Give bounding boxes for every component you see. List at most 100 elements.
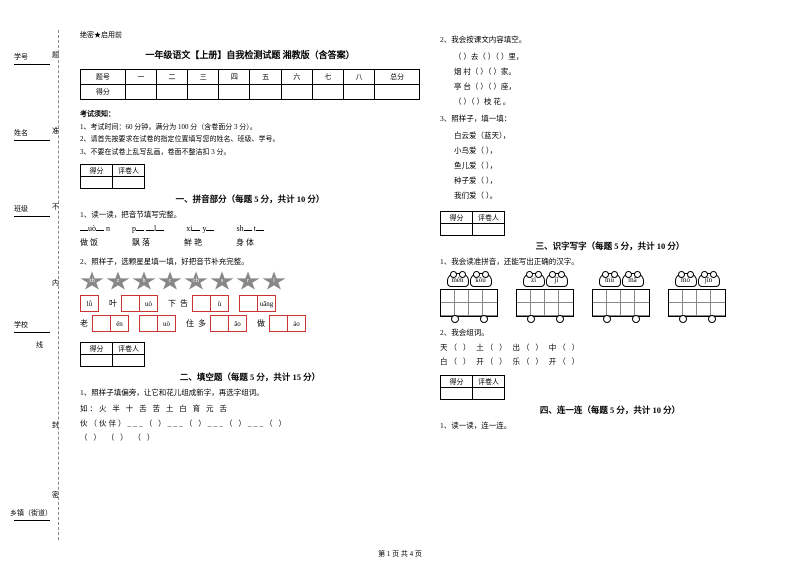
grader-box: 得分评卷人 — [80, 164, 145, 189]
bus: mùmǎ — [592, 273, 650, 323]
th: 题号 — [81, 70, 126, 85]
label-name: 姓名 — [14, 128, 28, 138]
star-icon: h — [132, 271, 156, 291]
line — [14, 64, 50, 65]
cloud: mǎ — [622, 273, 644, 287]
grader-box: 得分评卷人 — [80, 342, 145, 367]
zuci: 天（ ） 土（ ） 出（ ） 中（ ） — [440, 342, 780, 353]
py: p l — [132, 224, 164, 233]
wheel-icon — [451, 315, 459, 323]
page: 绝密★启用前 一年级语文【上册】自我检测试题 湘教版（含答案） 题号 一 二 三… — [80, 30, 780, 540]
s3q2: 2、我会组词。 — [440, 327, 780, 338]
tian-box: lǜ — [80, 295, 99, 312]
score-table: 题号 一 二 三 四 五 六 七 八 总分 得分 — [80, 69, 420, 100]
line — [14, 332, 50, 333]
sect4-title: 四、连一连（每题 5 分，共计 10 分） — [440, 404, 780, 416]
cloud: mén — [447, 273, 469, 287]
line — [14, 520, 50, 521]
line — [14, 140, 50, 141]
fill: （ ）去（ ）（ ）里， — [454, 49, 780, 64]
cloud: kǒu — [470, 273, 492, 287]
exam-title: 一年级语文【上册】自我检测试题 湘教版（含答案） — [80, 48, 420, 61]
cloud: mó — [675, 273, 697, 287]
tian-box: uò — [139, 315, 176, 332]
char-row: （ ） （ ） （ ） — [80, 431, 420, 445]
sect3-title: 三、识字写字（每题 5 分，共计 10 分） — [440, 240, 780, 252]
star-icon: s — [210, 271, 234, 291]
label-class: 班级 — [14, 204, 28, 214]
pinyin-row: uò n p l xi y sh t — [80, 224, 420, 233]
tian-box: én — [92, 315, 129, 332]
cloud: jǐ — [546, 273, 568, 287]
th: 一 — [125, 70, 156, 85]
label-town: 乡镇（街道） — [10, 508, 52, 518]
hz: 身 体 — [236, 237, 254, 248]
fill: （ ）（ ）枝 花 。 — [454, 94, 780, 109]
secret-label: 绝密★启用前 — [80, 30, 420, 40]
grader-box: 得分评卷人 — [440, 211, 505, 236]
th: 七 — [312, 70, 343, 85]
page-footer: 第 1 页 共 4 页 — [0, 549, 800, 559]
tian-row: lǜ叶 uò下 告ù uāng — [80, 295, 420, 312]
star-icon: ch — [184, 271, 208, 291]
line — [14, 216, 50, 217]
tian-box: uāng — [239, 295, 276, 312]
left-column: 绝密★启用前 一年级语文【上册】自我检测试题 湘教版（含答案） 题号 一 二 三… — [80, 30, 420, 540]
li: 白云爱（蓝天）， — [454, 128, 780, 143]
star-icon: l — [262, 271, 286, 291]
q1: 1、读一读，把音节填写完整。 — [80, 209, 420, 220]
tian-box: ù — [192, 295, 229, 312]
li: 我们爱（ ）。 — [454, 188, 780, 203]
hz: 鲜 艳 — [184, 237, 202, 248]
th: 二 — [156, 70, 187, 85]
char-row: 如：火 半 十 舌 苦 土 白 育 元 舌 — [80, 402, 420, 416]
cloud: jīn — [698, 273, 720, 287]
q2: 2、照样子，选颗星星填一填，好把音节补充完整。 — [80, 256, 420, 267]
bus: mójīn — [668, 273, 726, 323]
py: sh t — [236, 224, 263, 233]
star-icon: c — [158, 271, 182, 291]
hz: 飘 落 — [132, 237, 150, 248]
th: 六 — [281, 70, 312, 85]
wheel-icon — [632, 315, 640, 323]
li: 鱼儿爱（ ）， — [454, 158, 780, 173]
li: 种子爱（ ）， — [454, 173, 780, 188]
star-row: zh z h c ch s r l — [80, 271, 420, 291]
tian-box: ǎo — [210, 315, 247, 332]
c: 评卷人 — [113, 165, 145, 177]
th: 总分 — [375, 70, 420, 85]
tian-box: áo — [269, 315, 306, 332]
sep: 线 — [36, 340, 43, 350]
rule: 3、不要在试卷上乱写乱画，卷面不整洁扣 3 分。 — [80, 146, 420, 159]
rq3: 3、照样子，填一填： — [440, 113, 780, 124]
py: xi y — [186, 224, 214, 233]
wheel-icon — [556, 315, 564, 323]
list-block: 白云爱（蓝天）， 小鸟爱（ ）， 鱼儿爱（ ）， 种子爱（ ）， 我们爱（ ）。 — [440, 128, 780, 203]
c: 得分 — [81, 165, 113, 177]
hanzi-row: 做 饭 飘 落 鲜 艳 身 体 — [80, 237, 420, 248]
wheel-icon — [708, 315, 716, 323]
th: 四 — [219, 70, 250, 85]
wheel-icon — [679, 315, 687, 323]
s2q1: 1、照样子填偏旁，让它和花儿组成新字，再选字组词。 — [80, 387, 420, 398]
rules-title: 考试须知： — [80, 108, 420, 121]
row-label: 得分 — [81, 85, 126, 100]
li: 小鸟爱（ ）， — [454, 143, 780, 158]
tian-row: 老én uò住 多ǎo 做áo — [80, 315, 420, 332]
s4q1: 1、读一读，连一连。 — [440, 420, 780, 431]
char-row: 伙（伙伴）___（ ）___（ ）___（ ）___（ ） — [80, 417, 420, 431]
label-xuehao: 学号 — [14, 52, 28, 62]
fill-block: （ ）去（ ）（ ）里， 烟 村（ ）（ ）家。 亭 台（ ）（ ）座， （ ）… — [440, 49, 780, 109]
wheel-icon — [527, 315, 535, 323]
star-icon: zh — [80, 271, 104, 291]
tian-box: uò — [121, 295, 158, 312]
wheel-icon — [603, 315, 611, 323]
hz: 做 饭 — [80, 237, 98, 248]
wheel-icon — [480, 315, 488, 323]
binding-sidebar: 学号 题 姓名 准 班级 不 内 线 学校 封 密 乡镇（街道） — [10, 20, 70, 540]
rq2: 2、我会按课文内容填空。 — [440, 34, 780, 45]
th: 八 — [344, 70, 375, 85]
rule: 2、请首先按要求在试卷的指定位置填写您的姓名、班级、学号。 — [80, 133, 420, 146]
py: uò n — [80, 224, 110, 233]
right-column: 2、我会按课文内容填空。 （ ）去（ ）（ ）里， 烟 村（ ）（ ）家。 亭 … — [440, 30, 780, 540]
